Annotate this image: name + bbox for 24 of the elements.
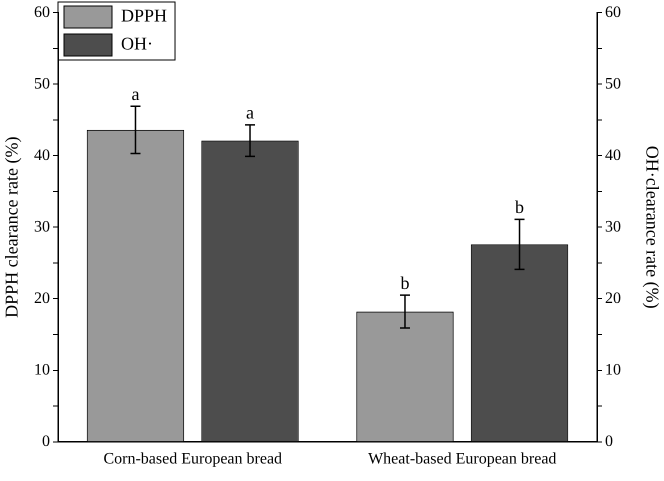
y2-tick-label: 50 xyxy=(605,75,621,92)
y2-tick-label: 30 xyxy=(605,218,621,236)
annotation: b xyxy=(515,197,524,218)
y2-tick-label: 40 xyxy=(605,146,621,164)
y2-tick-label: 0 xyxy=(605,433,613,450)
y2-tick-label: 60 xyxy=(605,4,621,21)
x-tick-label: Wheat-based European bread xyxy=(368,450,556,468)
y-tick-label: 40 xyxy=(34,146,50,164)
annotation: a xyxy=(246,102,254,123)
legend-label: OH· xyxy=(121,34,153,54)
annotation: b xyxy=(400,272,410,293)
legend-label: DPPH xyxy=(121,6,168,26)
y2-tick-label: 10 xyxy=(605,361,621,378)
y2-tick-label: 20 xyxy=(605,290,621,307)
y-axis-title: DPPH clearance rate (%) xyxy=(2,136,22,318)
y-tick-label: 0 xyxy=(42,433,50,450)
annotation: a xyxy=(131,84,140,104)
x-tick-label: Corn-based European bread xyxy=(103,450,282,468)
y2-axis-title: OH·clearance rate (%) xyxy=(642,146,662,309)
y-tick-label: 20 xyxy=(34,290,50,307)
y-tick-label: 30 xyxy=(34,218,50,236)
y-tick-label: 10 xyxy=(34,361,50,378)
y-tick-label: 60 xyxy=(34,4,50,21)
y-tick-label: 50 xyxy=(34,75,50,92)
